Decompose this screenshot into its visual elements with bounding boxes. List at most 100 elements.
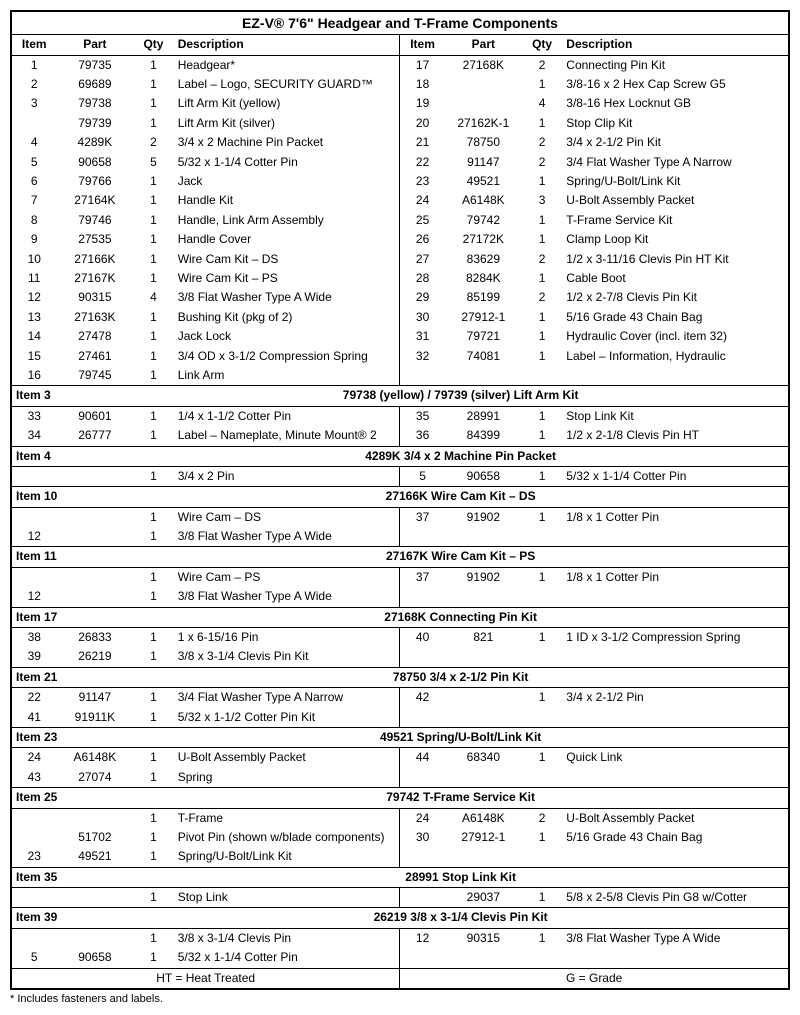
cell: 1	[11, 55, 57, 75]
cell: 21	[400, 133, 445, 152]
cell	[57, 888, 134, 908]
cell: 3/8 Flat Washer Type A Wide	[174, 288, 400, 307]
cell: 91902	[445, 567, 522, 587]
section-title: 78750 3/4 x 2-1/2 Pin Kit	[133, 667, 789, 687]
cell: 5/16 Grade 43 Chain Bag	[562, 828, 789, 847]
cell: 3	[11, 94, 57, 113]
cell: 90601	[57, 406, 134, 426]
cell: Item	[400, 35, 445, 55]
cell: 2	[522, 250, 562, 269]
cell	[57, 928, 134, 948]
cell	[445, 75, 522, 94]
cell: 26777	[57, 426, 134, 446]
cell: 91147	[445, 153, 522, 172]
legend-right: G = Grade	[400, 968, 789, 989]
cell: Cable Boot	[562, 269, 789, 288]
cell: 3/4 x 2-1/2 Pin Kit	[562, 133, 789, 152]
cell: 69689	[57, 75, 134, 94]
cell: Part	[57, 35, 134, 55]
cell: 33	[11, 406, 57, 426]
cell	[522, 366, 562, 386]
cell: Wire Cam Kit – DS	[174, 250, 400, 269]
cell: 23	[11, 847, 57, 867]
section-title: 26219 3/8 x 3-1/4 Clevis Pin Kit	[133, 908, 789, 928]
cell: 79739	[57, 114, 134, 133]
cell: A6148K	[57, 748, 134, 768]
cell: 11	[11, 269, 57, 288]
cell	[445, 768, 522, 788]
cell: 5/32 x 1-1/4 Cotter Pin	[174, 948, 400, 968]
cell	[445, 847, 522, 867]
cell: 10	[11, 250, 57, 269]
cell: 1	[133, 628, 173, 648]
cell: 1	[133, 647, 173, 667]
cell: 27912-1	[445, 308, 522, 327]
cell: 1	[133, 928, 173, 948]
cell: 5/32 x 1-1/4 Cotter Pin	[174, 153, 400, 172]
cell: 1	[133, 172, 173, 191]
cell: 90658	[57, 153, 134, 172]
cell: 27167K	[57, 269, 134, 288]
cell: 1	[133, 406, 173, 426]
cell: 26833	[57, 628, 134, 648]
cell: Qty	[133, 35, 173, 55]
section-title: 27168K Connecting Pin Kit	[133, 607, 789, 627]
cell: 29	[400, 288, 445, 307]
cell: 42	[400, 688, 445, 708]
cell: 27535	[57, 230, 134, 249]
cell: 26	[400, 230, 445, 249]
cell: 90658	[445, 466, 522, 486]
cell: 5	[11, 948, 57, 968]
cell: 36	[400, 426, 445, 446]
cell: 27163K	[57, 308, 134, 327]
cell: 2	[522, 288, 562, 307]
cell: 1/8 x 1 Cotter Pin	[562, 567, 789, 587]
cell: Qty	[522, 35, 562, 55]
cell: 74081	[445, 347, 522, 366]
cell: 1	[522, 269, 562, 288]
cell: 79742	[445, 211, 522, 230]
cell: 1	[133, 426, 173, 446]
cell: 79745	[57, 366, 134, 386]
cell: 1	[522, 828, 562, 847]
cell: Clamp Loop Kit	[562, 230, 789, 249]
cell: 19	[400, 94, 445, 113]
cell	[57, 808, 134, 828]
cell: 26219	[57, 647, 134, 667]
cell: 27164K	[57, 191, 134, 210]
cell: 3	[522, 191, 562, 210]
cell: 27478	[57, 327, 134, 346]
legend-left: HT = Heat Treated	[11, 968, 400, 989]
cell: 1	[133, 828, 173, 847]
cell: 2	[522, 808, 562, 828]
cell: 38	[11, 628, 57, 648]
cell: 1	[522, 466, 562, 486]
section-label: Item 11	[11, 547, 133, 567]
cell: Lift Arm Kit (silver)	[174, 114, 400, 133]
cell	[562, 647, 789, 667]
section-label: Item 17	[11, 607, 133, 627]
cell: 27	[400, 250, 445, 269]
cell: 5/8 x 2-5/8 Clevis Pin G8 w/Cotter	[562, 888, 789, 908]
cell	[445, 708, 522, 728]
cell	[400, 768, 445, 788]
cell: Stop Clip Kit	[562, 114, 789, 133]
cell: 23	[400, 172, 445, 191]
cell: 8284K	[445, 269, 522, 288]
cell: 24	[400, 191, 445, 210]
cell: 1	[133, 347, 173, 366]
cell: 1	[522, 567, 562, 587]
cell	[11, 888, 57, 908]
cell	[400, 847, 445, 867]
cell: Handle Cover	[174, 230, 400, 249]
cell: 1	[522, 406, 562, 426]
cell	[57, 527, 134, 547]
cell: T-Frame	[174, 808, 400, 828]
cell: 3/8-16 Hex Locknut GB	[562, 94, 789, 113]
cell: Quick Link	[562, 748, 789, 768]
section-label: Item 21	[11, 667, 133, 687]
cell: 4	[522, 94, 562, 113]
section-label: Item 3	[11, 386, 133, 406]
cell: 1	[133, 308, 173, 327]
cell	[57, 466, 134, 486]
